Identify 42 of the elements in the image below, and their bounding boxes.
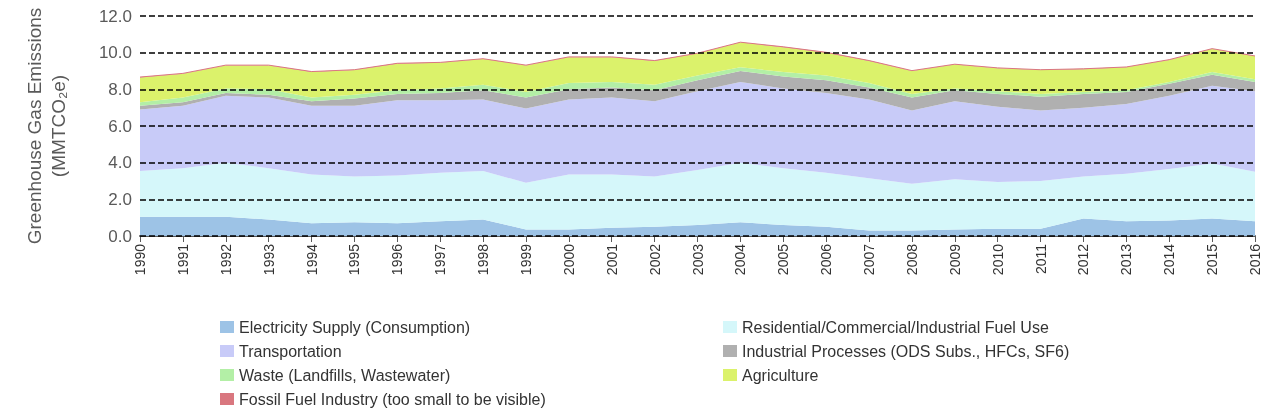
legend-label: Transportation <box>239 342 342 360</box>
x-tick-label: 1994 <box>303 243 320 276</box>
x-tick-label: 1992 <box>217 243 234 276</box>
x-tick-label: 2009 <box>946 243 963 276</box>
x-tick-label: 2010 <box>989 243 1006 276</box>
legend-label: Agriculture <box>742 366 819 384</box>
legend-label: Fossil Fuel Industry (too small to be visible) <box>239 390 546 408</box>
x-tick-label: 2003 <box>689 243 706 276</box>
x-tick-label: 2004 <box>732 243 749 276</box>
y-tick-label: 6.0 <box>108 116 132 136</box>
legend-label: Waste (Landfills, Wastewater) <box>239 366 451 384</box>
x-tick-label: 1998 <box>475 243 492 276</box>
x-tick-label: 1991 <box>174 243 191 276</box>
x-tick-label: 1990 <box>132 243 148 276</box>
x-tick-label: 2012 <box>1075 243 1092 276</box>
x-tick-label: 2014 <box>1161 243 1178 276</box>
x-tick-label: 2000 <box>560 243 577 276</box>
y-tick-label: 4.0 <box>108 153 132 173</box>
x-tick-label: 2015 <box>1204 243 1221 276</box>
y-tick-label: 2.0 <box>108 189 132 209</box>
x-tick-label: 1995 <box>346 243 363 276</box>
x-tick-label: 2005 <box>775 243 792 276</box>
legend-label: Residential/Commercial/Industrial Fuel Use <box>742 318 1049 336</box>
x-tick-label: 1993 <box>260 243 277 276</box>
x-tick-label: 2016 <box>1247 243 1263 276</box>
y-axis-title: Greenhouse Gas Emissions (MMTCO₂e) <box>23 7 69 245</box>
legend-label: Industrial Processes (ODS Subs., HFCs, SF6) <box>742 342 1070 360</box>
x-tick-label: 2008 <box>903 243 920 276</box>
x-tick-label: 2013 <box>1118 243 1135 276</box>
x-tick-label: 2006 <box>818 243 835 276</box>
y-tick-label: 12.0 <box>98 6 132 26</box>
legend-label: Electricity Supply (Consumption) <box>239 318 471 336</box>
x-tick-label: 1997 <box>432 243 449 276</box>
x-tick-label: 2001 <box>603 243 620 276</box>
y-tick-label: 10.0 <box>98 43 132 63</box>
y-tick-label: 8.0 <box>108 79 132 99</box>
x-tick-label: 2002 <box>646 243 663 276</box>
x-tick-label: 1996 <box>389 243 406 276</box>
x-tick-label: 1999 <box>517 243 534 276</box>
x-tick-label: 2007 <box>861 243 878 276</box>
x-tick-label: 2011 <box>1032 243 1049 275</box>
y-tick-label: 0.0 <box>108 226 132 246</box>
